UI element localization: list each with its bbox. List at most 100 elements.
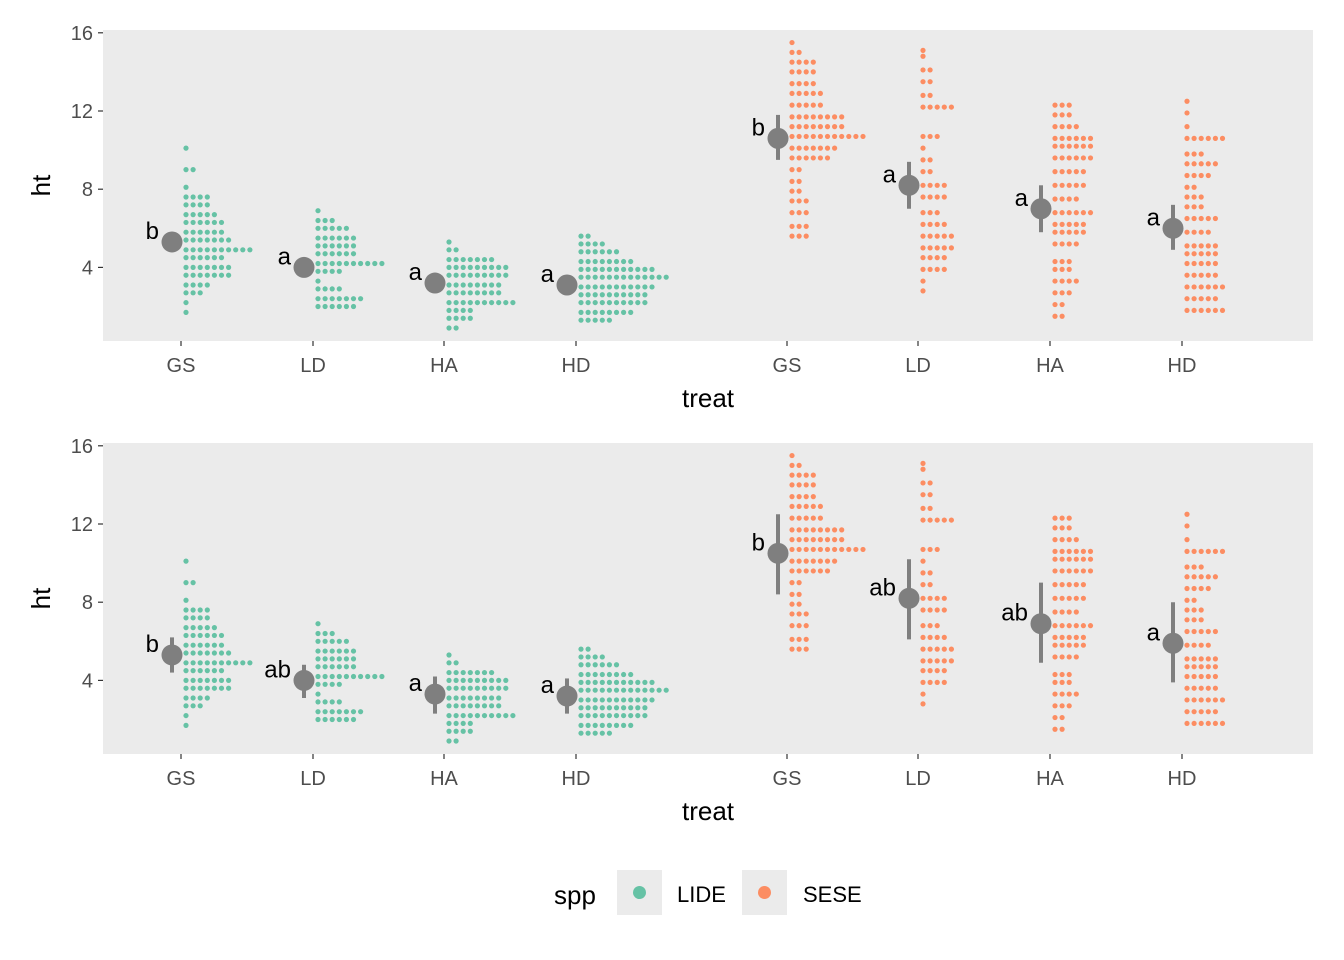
data-dot bbox=[204, 194, 210, 200]
data-dot bbox=[1052, 679, 1058, 685]
data-dot bbox=[656, 274, 662, 280]
data-dot bbox=[1052, 623, 1058, 629]
data-dot bbox=[1059, 548, 1065, 554]
data-dot bbox=[796, 611, 802, 617]
data-dot bbox=[578, 233, 584, 239]
data-dot bbox=[336, 225, 342, 231]
data-dot bbox=[481, 712, 488, 719]
data-dot bbox=[183, 650, 189, 656]
data-dot bbox=[1073, 623, 1079, 629]
data-dot bbox=[920, 53, 926, 59]
data-dot bbox=[183, 290, 189, 296]
data-dot bbox=[920, 646, 926, 652]
data-dot bbox=[1198, 585, 1204, 592]
data-dot bbox=[329, 699, 335, 705]
data-dot bbox=[934, 668, 940, 674]
x-tick-label: HA bbox=[430, 355, 458, 377]
data-dot bbox=[920, 558, 926, 564]
data-dot bbox=[489, 299, 495, 306]
data-dot bbox=[460, 720, 466, 727]
data-dot bbox=[796, 546, 802, 553]
data-dot bbox=[1059, 155, 1065, 161]
data-dot bbox=[592, 284, 598, 290]
data-dot bbox=[1184, 215, 1190, 222]
data-dot bbox=[578, 671, 584, 678]
data-dot bbox=[810, 124, 816, 130]
data-dot bbox=[628, 671, 634, 678]
data-dot bbox=[211, 660, 217, 666]
data-dot bbox=[322, 716, 328, 723]
data-dot bbox=[796, 623, 802, 629]
data-dot bbox=[920, 233, 926, 239]
data-dot bbox=[467, 720, 473, 727]
data-dot bbox=[183, 625, 189, 631]
data-dot bbox=[204, 219, 210, 226]
data-dot bbox=[1212, 260, 1218, 267]
data-dot bbox=[832, 527, 838, 533]
data-dot bbox=[190, 282, 196, 288]
data-dot bbox=[489, 256, 495, 263]
panel-background bbox=[103, 443, 1313, 754]
data-dot bbox=[315, 260, 321, 267]
data-dot bbox=[803, 472, 809, 478]
data-dot bbox=[467, 703, 473, 709]
data-dot bbox=[190, 219, 196, 226]
data-dot bbox=[336, 664, 342, 670]
x-axis-title: treat bbox=[682, 383, 735, 413]
significance-letter: a bbox=[1015, 185, 1029, 212]
data-dot bbox=[1066, 691, 1072, 697]
significance-letter: ab bbox=[264, 656, 291, 683]
data-dot bbox=[824, 145, 831, 151]
data-dot bbox=[592, 266, 598, 272]
data-dot bbox=[1198, 251, 1204, 257]
data-dot bbox=[628, 258, 634, 265]
data-dot bbox=[796, 188, 802, 194]
data-dot bbox=[453, 315, 459, 321]
data-dot bbox=[810, 472, 816, 478]
data-dot bbox=[1059, 196, 1065, 202]
data-dot bbox=[941, 194, 947, 200]
x-tick-label: GS bbox=[167, 355, 196, 377]
data-dot bbox=[803, 494, 809, 500]
data-dot bbox=[1205, 720, 1211, 727]
data-dot bbox=[578, 654, 584, 660]
x-tick-label: GS bbox=[773, 768, 802, 790]
data-dot bbox=[839, 527, 845, 533]
data-dot bbox=[1184, 243, 1190, 249]
data-dot bbox=[183, 597, 189, 603]
data-dot bbox=[1066, 221, 1072, 227]
data-dot bbox=[789, 601, 795, 607]
data-dot bbox=[1191, 564, 1197, 570]
data-dot bbox=[585, 233, 591, 239]
data-dot bbox=[920, 595, 926, 601]
data-dot bbox=[1198, 260, 1204, 267]
data-dot bbox=[315, 664, 321, 670]
data-dot bbox=[927, 245, 933, 251]
data-dot bbox=[832, 537, 838, 543]
data-dot bbox=[642, 679, 648, 685]
data-dot bbox=[365, 673, 371, 680]
data-dot bbox=[585, 697, 591, 703]
data-dot bbox=[789, 59, 795, 65]
data-dot bbox=[846, 546, 852, 553]
data-dot bbox=[204, 237, 210, 243]
data-dot bbox=[1219, 548, 1226, 554]
data-dot bbox=[453, 272, 459, 278]
data-dot bbox=[1198, 307, 1204, 314]
data-dot bbox=[218, 229, 225, 235]
data-dot bbox=[1205, 548, 1211, 554]
data-dot bbox=[599, 317, 605, 323]
data-dot bbox=[1212, 548, 1218, 554]
data-dot bbox=[1184, 172, 1190, 179]
data-dot bbox=[446, 272, 452, 278]
data-dot bbox=[1205, 296, 1211, 302]
data-dot bbox=[796, 210, 802, 216]
data-dot bbox=[1184, 585, 1190, 592]
data-dot bbox=[467, 290, 473, 296]
data-dot bbox=[1066, 290, 1072, 296]
data-dot bbox=[1059, 266, 1065, 272]
data-dot bbox=[211, 677, 217, 684]
data-dot bbox=[592, 292, 598, 298]
data-dot bbox=[1205, 628, 1211, 635]
data-dot bbox=[592, 722, 598, 728]
